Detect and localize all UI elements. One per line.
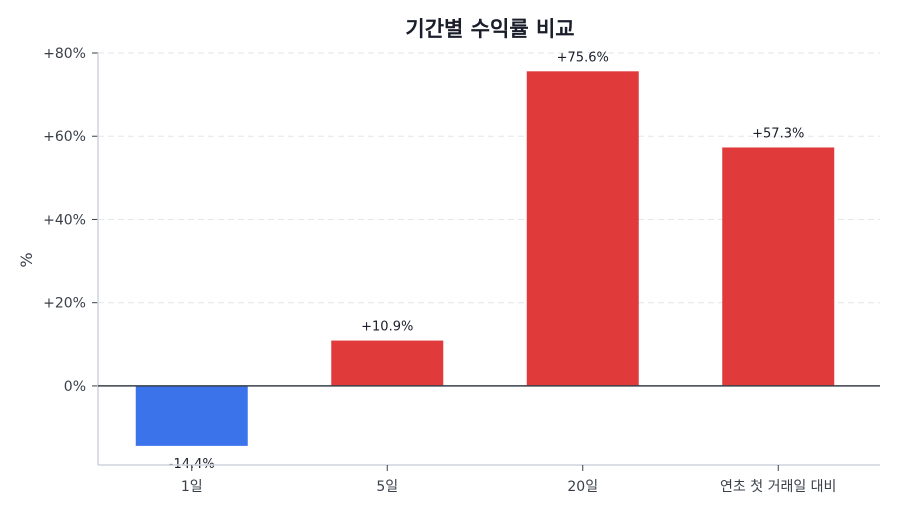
x-tick-label: 연초 첫 거래일 대비 [720, 479, 836, 495]
y-tick-label: +20% [43, 296, 86, 312]
x-tick-label: 1일 [181, 479, 203, 495]
y-tick-label: +80% [43, 46, 86, 62]
bar [722, 147, 835, 386]
x-tick-label: 5일 [376, 479, 398, 495]
data-label: +10.9% [361, 320, 413, 335]
x-tick-label: 20일 [567, 479, 598, 495]
y-tick-label: +60% [43, 129, 86, 145]
chart-title: 기간별 수익률 비교 [405, 17, 574, 41]
bar [331, 340, 444, 386]
bar [135, 385, 248, 446]
y-tick-label: 0% [64, 379, 86, 395]
data-label: +57.3% [752, 126, 804, 141]
bar [526, 71, 639, 386]
y-tick-label: +40% [43, 212, 86, 228]
y-axis-label: % [17, 252, 36, 267]
data-label: +75.6% [557, 50, 609, 65]
